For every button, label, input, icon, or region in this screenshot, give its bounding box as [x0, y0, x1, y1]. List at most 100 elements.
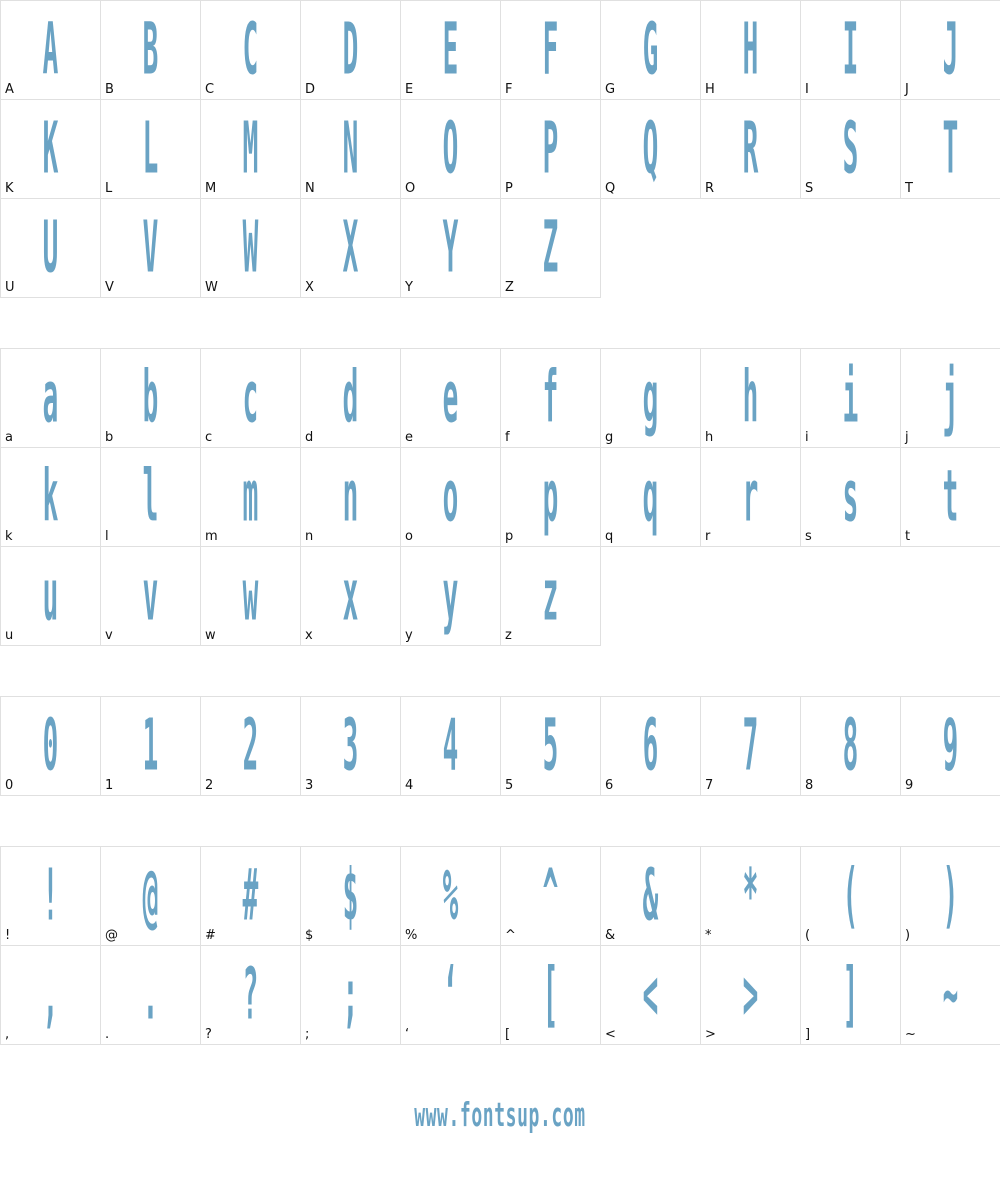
glyph-label: a	[5, 430, 13, 445]
glyph-label: i	[805, 430, 809, 445]
glyph-preview: G	[642, 6, 659, 91]
glyph-preview: ~	[942, 951, 959, 1036]
glyph-label: 5	[505, 778, 514, 793]
glyph-label: ?	[205, 1027, 212, 1042]
glyph-preview: $	[342, 852, 359, 937]
glyph-label: E	[405, 82, 414, 97]
glyph-preview: c	[242, 354, 259, 439]
glyph-label: 0	[5, 778, 14, 793]
glyph-label: L	[105, 181, 113, 196]
glyph-cell: > >	[700, 945, 801, 1045]
glyph-cell: < <	[600, 945, 701, 1045]
glyph-label: Y	[405, 280, 413, 295]
glyph-preview: d	[342, 354, 359, 439]
glyph-preview: (	[842, 852, 859, 937]
glyph-label: F	[505, 82, 513, 97]
glyph-preview: T	[942, 105, 959, 190]
glyph-label: A	[5, 82, 14, 97]
glyph-preview: 2	[242, 702, 259, 787]
glyph-label: h	[705, 430, 714, 445]
glyph-label: T	[905, 181, 913, 196]
glyph-preview: ‘	[442, 951, 459, 1036]
glyph-preview: [	[542, 951, 559, 1036]
glyph-label: )	[905, 928, 911, 943]
glyph-preview: >	[742, 951, 759, 1036]
glyph-preview: 4	[442, 702, 459, 787]
glyph-preview: ;	[342, 951, 359, 1036]
glyph-label: K	[5, 181, 14, 196]
glyph-preview: )	[942, 852, 959, 937]
glyph-label: s	[805, 529, 812, 544]
glyph-preview: h	[742, 354, 759, 439]
glyph-preview: ,	[42, 951, 59, 1036]
glyph-preview: 3	[342, 702, 359, 787]
glyph-preview: i	[842, 354, 859, 439]
glyph-label: I	[805, 82, 809, 97]
glyph-preview: U	[42, 204, 59, 289]
glyph-preview: V	[142, 204, 159, 289]
glyph-preview: B	[142, 6, 159, 91]
glyph-preview: J	[942, 6, 959, 91]
glyph-label: ;	[305, 1027, 310, 1042]
glyph-label: ^	[505, 928, 516, 943]
glyph-cell: ??	[200, 945, 301, 1045]
glyph-label: q	[605, 529, 614, 544]
glyph-preview: p	[542, 453, 559, 538]
glyph-preview: ?	[242, 951, 259, 1036]
glyph-label: 2	[205, 778, 214, 793]
glyph-cell: [[	[500, 945, 601, 1045]
glyph-preview: w	[242, 552, 259, 637]
glyph-preview: Q	[642, 105, 659, 190]
glyph-label: f	[505, 430, 510, 445]
glyph-label: B	[105, 82, 114, 97]
glyph-preview: I	[842, 6, 859, 91]
glyph-preview: s	[842, 453, 859, 538]
glyph-preview: j	[942, 354, 959, 439]
glyph-preview: P	[542, 105, 559, 190]
glyph-cell: %%	[400, 846, 501, 946]
glyph-preview: &	[642, 852, 659, 937]
glyph-preview: R	[742, 105, 759, 190]
glyph-preview: !	[42, 852, 59, 937]
glyph-preview: C	[242, 6, 259, 91]
glyph-preview: x	[342, 552, 359, 637]
glyph-label: M	[205, 181, 217, 196]
glyph-label: ,	[5, 1027, 10, 1042]
glyph-cell: * *	[700, 846, 801, 946]
glyph-label: w	[205, 628, 216, 643]
glyph-label: ‘	[405, 1027, 410, 1042]
glyph-preview: %	[442, 852, 459, 937]
glyph-preview: 7	[742, 702, 759, 787]
glyph-label: %	[405, 928, 418, 943]
glyph-label: .	[105, 1027, 110, 1042]
glyph-label: ~	[905, 1027, 916, 1042]
glyph-preview: 5	[542, 702, 559, 787]
